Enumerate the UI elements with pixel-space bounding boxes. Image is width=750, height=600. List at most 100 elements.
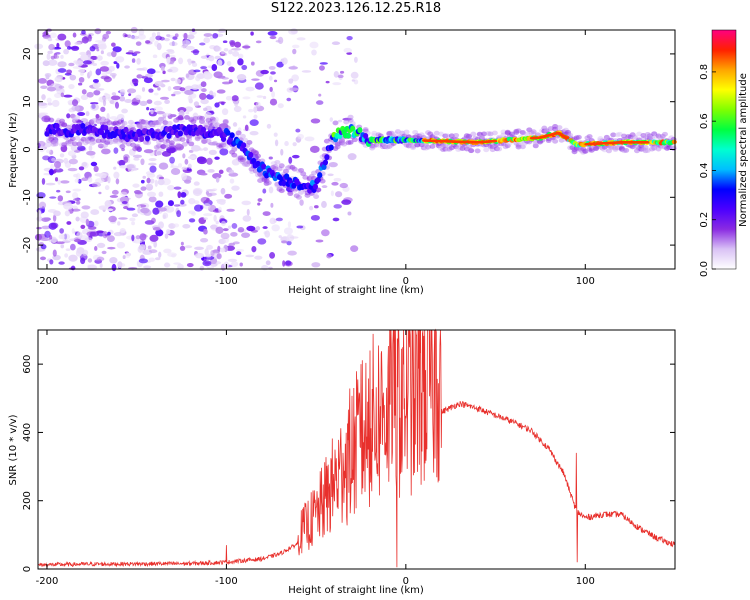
spectrogram-cell xyxy=(188,198,196,205)
spectrogram-cell xyxy=(228,49,233,55)
spectrogram-cell xyxy=(217,59,223,66)
spectrogram-cell xyxy=(128,50,134,54)
spectrogram-cell xyxy=(267,30,278,36)
spectrogram-cell xyxy=(324,154,330,161)
spectrogram-cell xyxy=(37,210,42,218)
spectrogram-cell xyxy=(321,164,327,171)
spectrogram-cell xyxy=(78,166,85,171)
spectrogram-cell xyxy=(137,33,146,40)
spectrogram-cell xyxy=(319,178,326,184)
spectrogram-cell xyxy=(37,140,46,148)
spectrogram-cell xyxy=(255,101,261,108)
spectrogram-cell xyxy=(309,145,320,153)
spectrogram-cell xyxy=(328,161,338,168)
spectrogram-cell xyxy=(141,76,149,79)
spectrogram-cell xyxy=(229,41,235,47)
spectrogram-cell xyxy=(255,40,262,44)
spectrogram-cell xyxy=(47,37,53,42)
spectrogram-cell xyxy=(228,79,233,84)
spectrogram-cell xyxy=(49,259,54,265)
spectrogram-cell xyxy=(49,32,57,39)
spectrogram-cell xyxy=(71,228,75,235)
spectrogram-cell xyxy=(107,231,111,236)
spectrogram-cell xyxy=(231,152,238,158)
spectrogram-cell xyxy=(220,232,230,240)
spectrogram-cell xyxy=(272,164,279,169)
spectrogram-cell xyxy=(100,50,104,55)
spectrogram-cell xyxy=(158,221,164,229)
spectrogram-cell xyxy=(66,221,72,225)
spectrogram-cell xyxy=(160,65,165,72)
spectrogram-cell xyxy=(113,61,118,65)
spectrogram-cell xyxy=(228,169,234,174)
spectrogram-cell xyxy=(246,140,253,145)
spectrogram-cell xyxy=(250,61,255,66)
spectrogram-cell xyxy=(111,263,117,272)
spectrogram-cell xyxy=(281,180,287,187)
spectrogram-cell xyxy=(116,62,120,69)
spectrogram-cell xyxy=(249,119,259,127)
spectrogram-cell xyxy=(81,205,91,210)
spectrogram-cell xyxy=(354,56,358,63)
spectrogram-cell xyxy=(108,65,115,72)
spectrogram-cell xyxy=(242,96,251,100)
spectrogram-cell xyxy=(117,221,121,226)
spectrogram-cell xyxy=(163,248,172,254)
spectrogram-cell xyxy=(145,140,152,146)
spectrogram-cell xyxy=(200,55,208,59)
spectrogram-cell xyxy=(139,233,147,241)
spectrogram-cell xyxy=(80,224,86,229)
spectrogram-cell xyxy=(269,86,273,92)
spectrogram-cell xyxy=(86,150,96,156)
spectrogram-cell xyxy=(304,136,315,142)
spectrogram-cell xyxy=(146,177,151,184)
spectrogram-cell xyxy=(219,148,229,156)
spectrogram-cell xyxy=(214,122,221,128)
spectrogram-cell xyxy=(500,132,507,138)
spectrogram-cell xyxy=(217,101,226,104)
spectrogram-cell xyxy=(63,157,69,164)
spectrogram-cell xyxy=(46,97,52,103)
spectrogram-cell xyxy=(93,220,99,227)
spectrogram-cell xyxy=(226,208,235,212)
spectrogram-cell xyxy=(156,42,162,51)
spectrogram-cell xyxy=(111,189,119,195)
spectrogram-x-tick-label: -200 xyxy=(36,276,59,287)
spectrogram-cell xyxy=(333,204,342,209)
spectrogram-cell xyxy=(78,82,83,86)
spectrogram-cell xyxy=(96,242,106,248)
spectrogram-cell xyxy=(194,252,204,259)
spectrogram-cell xyxy=(66,46,72,50)
spectrogram-cell xyxy=(187,95,193,101)
spectrogram-cell xyxy=(71,105,80,112)
spectrogram-cell xyxy=(94,28,102,35)
spectrogram-cell xyxy=(297,133,304,140)
spectrogram-cell xyxy=(95,119,102,124)
spectrogram-cell xyxy=(206,266,215,269)
spectrogram-cell xyxy=(298,190,305,195)
spectrogram-cell xyxy=(208,55,215,62)
spectrogram-cell xyxy=(42,31,49,37)
spectrogram-cell xyxy=(71,99,79,107)
spectrogram-cell xyxy=(180,241,184,246)
spectrogram-cell xyxy=(60,180,70,184)
spectrogram-cell xyxy=(96,256,105,262)
colorbar-tick-label: 0.4 xyxy=(699,162,710,178)
spectrogram-cell xyxy=(70,243,76,251)
snr-y-tick-label: 0 xyxy=(22,566,33,572)
spectrogram-cell xyxy=(158,207,167,212)
spectrogram-x-tick-label: 0 xyxy=(403,276,409,287)
spectrogram-cell xyxy=(51,236,57,244)
spectrogram-cell xyxy=(174,33,179,38)
spectrogram-cell xyxy=(179,137,186,142)
spectrogram-cell xyxy=(241,64,248,70)
spectrogram-cell xyxy=(586,134,593,139)
spectrogram-cell xyxy=(75,200,81,205)
spectrogram-cell xyxy=(237,53,244,59)
spectrogram-cell xyxy=(217,28,227,33)
spectrogram-cell xyxy=(59,118,66,124)
spectrogram-cell xyxy=(232,122,238,127)
spectrogram-cell xyxy=(216,89,226,94)
spectrogram-cell xyxy=(114,101,120,109)
spectrogram-cell xyxy=(331,181,339,186)
